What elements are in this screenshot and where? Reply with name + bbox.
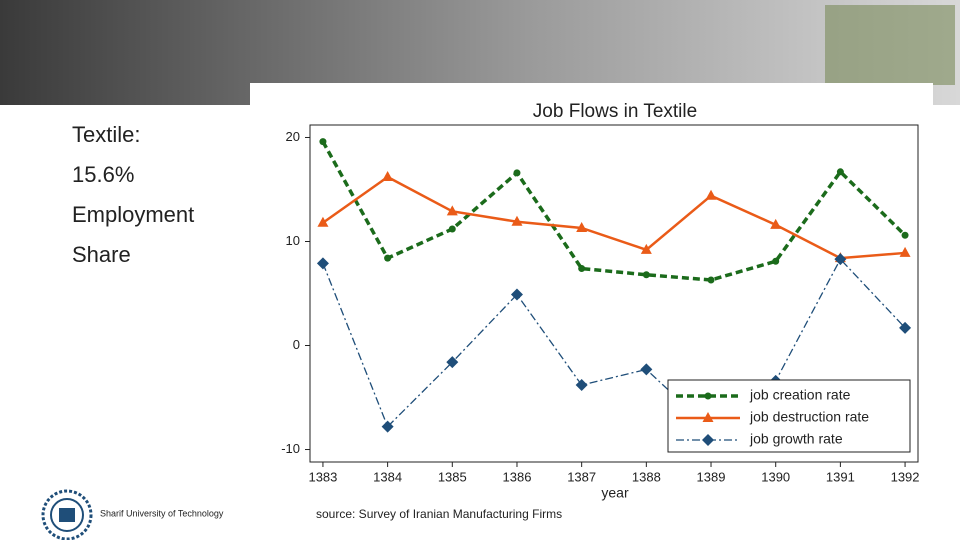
data-point — [772, 257, 780, 265]
x-tick-label: 1389 — [697, 469, 726, 484]
data-point — [381, 420, 394, 433]
data-point — [446, 356, 459, 369]
data-point — [834, 253, 847, 266]
x-tick-label: 1384 — [373, 469, 402, 484]
data-point — [578, 265, 586, 273]
data-point — [576, 221, 588, 232]
x-tick-label: 1386 — [503, 469, 532, 484]
data-point — [382, 171, 394, 182]
data-point — [317, 216, 329, 227]
data-point — [510, 288, 523, 301]
data-point — [770, 218, 782, 229]
x-tick-label: 1387 — [567, 469, 596, 484]
data-point — [513, 169, 521, 177]
data-point — [448, 225, 456, 233]
data-point — [384, 254, 392, 262]
data-point — [316, 257, 329, 270]
data-point — [640, 243, 652, 254]
chart-panel — [250, 83, 933, 540]
y-tick-label: 20 — [286, 129, 300, 144]
x-tick-label: 1383 — [308, 469, 337, 484]
y-tick-label: 10 — [286, 233, 300, 248]
data-point — [705, 189, 717, 200]
x-tick-label: 1390 — [761, 469, 790, 484]
plot-frame — [309, 124, 919, 463]
banner-image — [825, 5, 955, 85]
x-axis-label: year — [601, 485, 629, 501]
x-tick-label: 1392 — [891, 469, 920, 484]
x-tick-label: 1391 — [826, 469, 855, 484]
y-tick-label: 0 — [293, 337, 300, 352]
x-tick-label: 1385 — [438, 469, 467, 484]
data-point — [511, 215, 523, 226]
university-name: Sharif University of Technology — [100, 508, 224, 518]
data-point — [319, 138, 327, 146]
slide-text: 15.6% — [72, 162, 134, 187]
slide-text: Employment — [72, 202, 194, 227]
series-line — [322, 175, 906, 260]
x-tick-label: 1388 — [632, 469, 661, 484]
legend-marker — [704, 392, 712, 400]
data-point — [836, 168, 844, 176]
logo — [41, 489, 93, 541]
data-point — [642, 271, 650, 279]
legend-marker — [702, 412, 714, 422]
data-point — [575, 379, 588, 392]
data-point — [899, 321, 912, 334]
slide-text: Share — [72, 242, 131, 267]
data-point — [901, 231, 909, 239]
data-point — [899, 246, 911, 257]
legend-label: job creation rate — [749, 387, 851, 403]
series-line — [321, 140, 907, 282]
legend-marker — [702, 434, 714, 446]
legend-label: job destruction rate — [749, 409, 869, 425]
y-tick-label: -10 — [281, 441, 300, 456]
data-point — [640, 363, 653, 376]
slide-text: Textile: — [72, 122, 140, 147]
source-note: source: Survey of Iranian Manufacturing … — [316, 507, 562, 521]
data-point — [707, 276, 715, 284]
chart-title: Job Flows in Textile — [533, 101, 697, 122]
legend-label: job growth rate — [749, 431, 843, 447]
data-point — [446, 205, 458, 216]
